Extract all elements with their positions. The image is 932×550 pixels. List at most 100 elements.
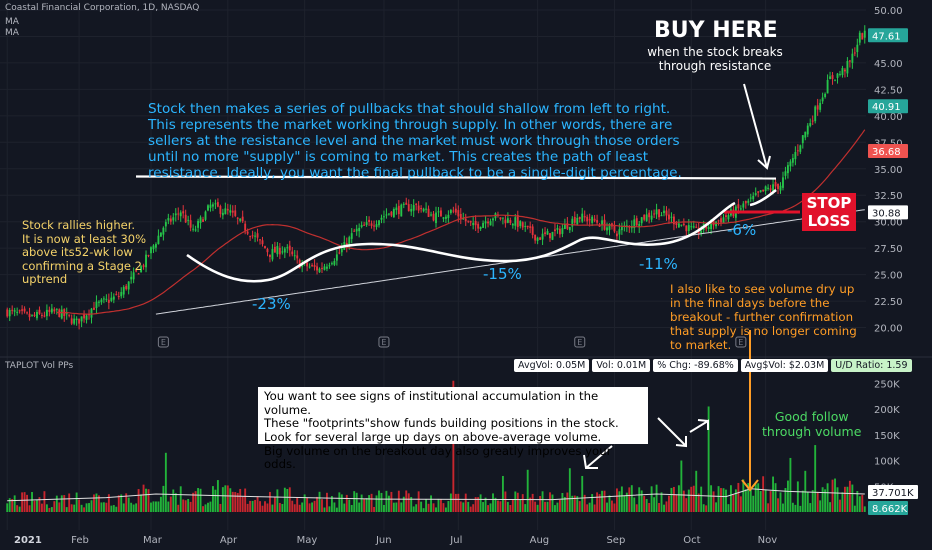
candle-body [350,233,353,239]
volume-bar [811,490,814,512]
candle-body [38,309,41,314]
candle-body [501,217,504,219]
candle-body [506,218,509,223]
candle-body [608,224,611,230]
volume-bar [625,492,628,512]
candle-body [717,220,720,222]
price-badge: 40.91 [872,102,901,113]
volume-bar [561,492,564,512]
volume-bar [685,498,688,512]
candle-body [368,219,371,223]
candle-body [392,208,395,218]
price-tick-label: 22.50 [874,297,903,308]
candle-body [670,216,673,218]
volume-bar [350,504,353,512]
earnings-marker-label: E [738,338,743,347]
volume-bar [546,501,549,512]
volume-bar [174,493,177,512]
candle-body [563,224,566,230]
candle-body [40,314,43,316]
volume-bar [326,492,328,512]
volume-bar [90,500,93,512]
candle-body [16,311,19,313]
volume-bar [323,507,326,512]
candle-body [142,265,145,267]
time-tick-label: 2021 [14,535,42,546]
candle-body [390,211,393,216]
volume-bar [373,506,375,512]
volume-bar [482,502,485,512]
candle-body [762,189,765,192]
volume-bar [360,494,363,512]
volume-bar [281,503,284,512]
earnings-marker [378,336,390,348]
volume-bar [809,503,812,512]
volume-bar [487,505,489,512]
candle-body [791,158,794,163]
volume-bar [412,506,415,512]
volume-bar [804,470,807,512]
volume-bar [132,504,135,512]
candle-body [412,205,415,211]
candle-body [97,301,100,303]
volume-bar [397,490,400,512]
candle-body [239,218,242,221]
candle-body [137,273,140,275]
candle-body [363,224,366,226]
candle-body [536,237,539,242]
candle-body [95,301,98,308]
volume-bar [663,504,665,512]
candle-body [415,203,418,205]
volume-bar [603,490,606,512]
volume-bar [107,494,110,512]
candle-body [452,210,455,212]
volume-bar [692,485,695,512]
volume-bar [568,468,571,512]
volume-bar [137,489,140,512]
volume-bar [479,494,482,512]
volume-bar [697,493,700,512]
candle-body [858,32,861,43]
volume-bar [720,488,722,512]
volume-bar [613,503,616,512]
volume-bar [288,487,291,512]
volume-bar [383,504,385,512]
volume-bar [43,491,46,512]
candle-body [48,309,51,312]
volume-bar [194,491,197,512]
candle-body [853,52,856,54]
candle-body [635,218,638,226]
candle-body [695,226,698,228]
volume-bar [700,486,703,512]
candle-body [675,222,678,225]
candle-body [221,212,224,216]
volume-bar [529,497,532,512]
volume-bar [668,495,670,512]
candle-body [273,246,276,253]
candle-body [772,184,775,192]
candle-body [521,222,524,228]
volume-bar [306,497,309,512]
candle-body [601,220,603,226]
volume-bar [13,495,16,512]
volume-bar [744,489,747,512]
volume-bar [343,503,346,512]
volume-bar [861,494,864,512]
candle-body [45,309,48,317]
candle-body [643,214,646,220]
volume-bar [122,503,125,512]
candle-body [692,226,695,228]
volume-bar [680,460,683,512]
stat-avg-dollar-vol: Avg$Vol: $2.03M [740,359,829,372]
volume-bar [539,496,542,512]
candle-body [660,215,663,217]
volume-bar [273,497,276,512]
candle-body [187,219,190,221]
volume-bar [586,504,589,512]
candle-body [125,285,128,290]
candle-body [682,223,685,226]
volume-bar [219,503,222,512]
volume-bar [80,504,83,512]
candle-body [437,211,440,213]
pullback-15: -15% [483,265,522,283]
